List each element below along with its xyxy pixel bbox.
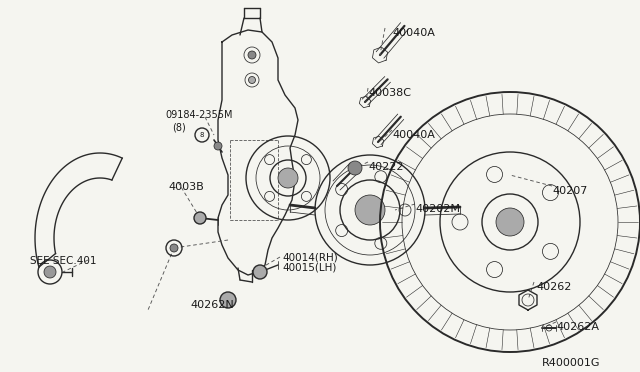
Circle shape bbox=[214, 142, 222, 150]
Circle shape bbox=[248, 51, 256, 59]
Circle shape bbox=[253, 265, 267, 279]
Text: 40207: 40207 bbox=[552, 186, 588, 196]
Text: 40202M: 40202M bbox=[415, 204, 460, 214]
Text: SEE SEC.401: SEE SEC.401 bbox=[30, 256, 97, 266]
Text: R400001G: R400001G bbox=[541, 358, 600, 368]
Text: 4003B: 4003B bbox=[168, 182, 204, 192]
Text: 40262N: 40262N bbox=[190, 300, 234, 310]
Text: 09184-2355M: 09184-2355M bbox=[165, 110, 232, 120]
Circle shape bbox=[194, 212, 206, 224]
Circle shape bbox=[248, 77, 255, 83]
Circle shape bbox=[348, 161, 362, 175]
Text: 40040A: 40040A bbox=[392, 130, 435, 140]
Text: 8: 8 bbox=[200, 132, 204, 138]
Text: 40222: 40222 bbox=[368, 162, 403, 172]
Text: 40014(RH): 40014(RH) bbox=[282, 252, 338, 262]
Circle shape bbox=[355, 195, 385, 225]
Text: 40262A: 40262A bbox=[556, 322, 599, 332]
Text: (8): (8) bbox=[172, 122, 186, 132]
Text: 40262: 40262 bbox=[536, 282, 572, 292]
Text: 40040A: 40040A bbox=[392, 28, 435, 38]
Text: 40015(LH): 40015(LH) bbox=[282, 263, 337, 273]
Circle shape bbox=[170, 244, 178, 252]
Circle shape bbox=[44, 266, 56, 278]
Text: 40038C: 40038C bbox=[368, 88, 411, 98]
Circle shape bbox=[496, 208, 524, 236]
Circle shape bbox=[278, 168, 298, 188]
Circle shape bbox=[220, 292, 236, 308]
